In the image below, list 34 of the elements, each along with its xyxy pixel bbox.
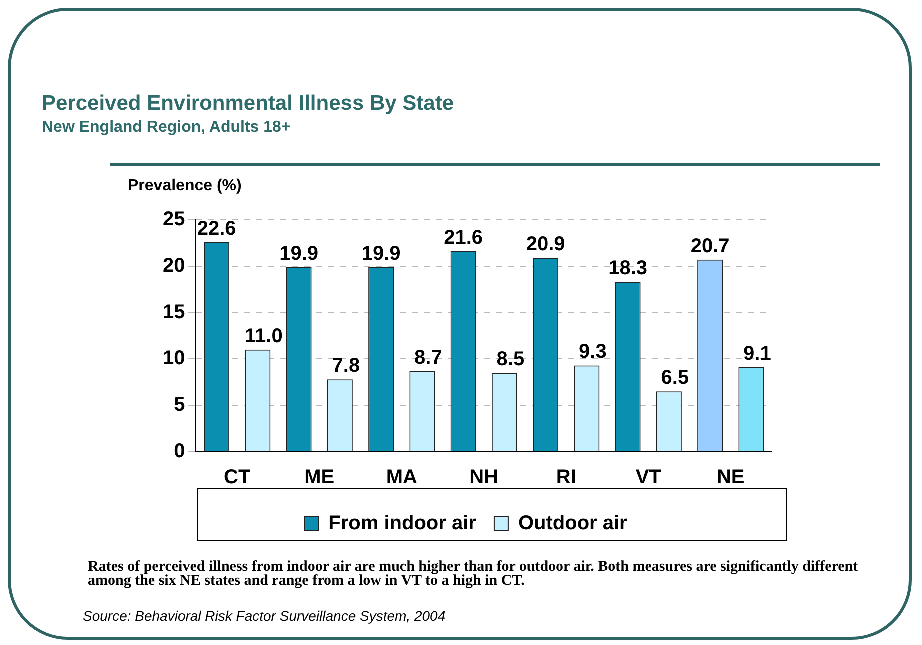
data-label: 7.8 — [332, 355, 360, 378]
legend-label: Outdoor air — [518, 512, 628, 535]
y-axis-title: Prevalence (%) — [128, 177, 242, 194]
data-label: 21.6 — [444, 227, 484, 250]
data-label: 18.3 — [608, 258, 648, 280]
y-tick-label: 15 — [162, 301, 186, 324]
data-label: 8.7 — [414, 346, 442, 369]
data-label: 19.9 — [362, 242, 401, 265]
data-label: 9.1 — [744, 343, 772, 366]
data-label: 22.6 — [197, 218, 236, 240]
chart-title: Perceived Environmental Illness By State — [42, 92, 454, 116]
y-tick-label: 20 — [162, 254, 186, 277]
x-tick-label: CT — [224, 466, 251, 489]
y-tick-label: 25 — [162, 208, 186, 231]
y-tick-label: 0 — [174, 440, 186, 463]
y-tick-label: 5 — [174, 394, 186, 416]
x-tick-label: NE — [716, 466, 745, 489]
data-label: 9.3 — [579, 341, 607, 364]
data-label: 20.9 — [526, 234, 566, 256]
data-label: 11.0 — [245, 325, 283, 348]
x-tick-label: RI — [556, 466, 576, 489]
x-tick-label: NH — [470, 466, 499, 489]
x-tick-label: MA — [386, 466, 418, 489]
legend-label: From indoor air — [328, 512, 477, 535]
data-label: 19.9 — [280, 242, 319, 265]
data-label: 8.5 — [496, 348, 525, 371]
data-label: 20.7 — [690, 235, 730, 258]
x-tick-label: VT — [636, 466, 662, 489]
chart-subtitle: New England Region, Adults 18+ — [42, 119, 291, 137]
text: Rates of perceived illness from indoor air are much higher than for outdoor air. Both measures are significantly different among the six NE states and range from a low in VT to a high in CT. — [88, 559, 860, 589]
y-tick-label: 10 — [162, 348, 186, 370]
data-label: 6.5 — [661, 367, 690, 390]
source-note: Source: Behavioral Risk Factor Surveillance System, 2004 — [83, 608, 446, 624]
x-tick-label: ME — [304, 466, 335, 489]
